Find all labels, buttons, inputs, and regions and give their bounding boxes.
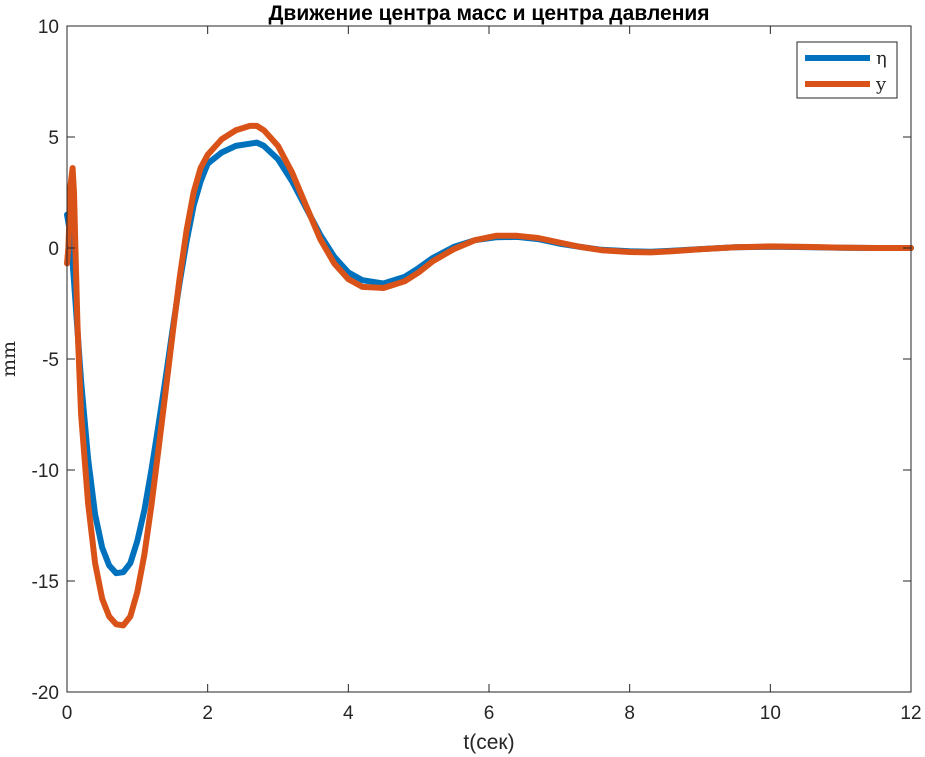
chart-title: Движение центра масс и центра давления (268, 2, 709, 25)
y-tick-label: 10 (38, 17, 59, 38)
y-tick-label: -5 (42, 350, 59, 371)
y-tick-label: -20 (32, 683, 59, 704)
x-axis-label: t(сек) (463, 731, 514, 754)
x-tick-label: 8 (624, 703, 635, 724)
plot-area (67, 26, 911, 692)
series-layer (64, 122, 914, 629)
legend-label-eta: η (876, 48, 887, 69)
x-tick-label: 10 (760, 703, 781, 724)
x-tick-label: 0 (62, 703, 73, 724)
x-tick-label: 12 (900, 703, 921, 724)
x-tick-label: 2 (202, 703, 213, 724)
x-tick-label: 6 (484, 703, 495, 724)
legend-box (796, 41, 898, 99)
y-tick-label: 0 (48, 239, 59, 260)
legend-label-y: y (875, 74, 887, 95)
y-tick-label: -10 (32, 461, 59, 482)
y-tick-label: -15 (32, 572, 59, 593)
y-tick-label: 5 (48, 128, 59, 149)
series-line-y (64, 122, 914, 629)
legend: η y (796, 41, 898, 99)
tick-layer: 0 2 4 6 8 10 12 10 5 0 -5 -10 -15 -20 (32, 17, 922, 724)
x-tick-label: 4 (343, 703, 354, 724)
y-axis-label: mm (0, 341, 20, 377)
